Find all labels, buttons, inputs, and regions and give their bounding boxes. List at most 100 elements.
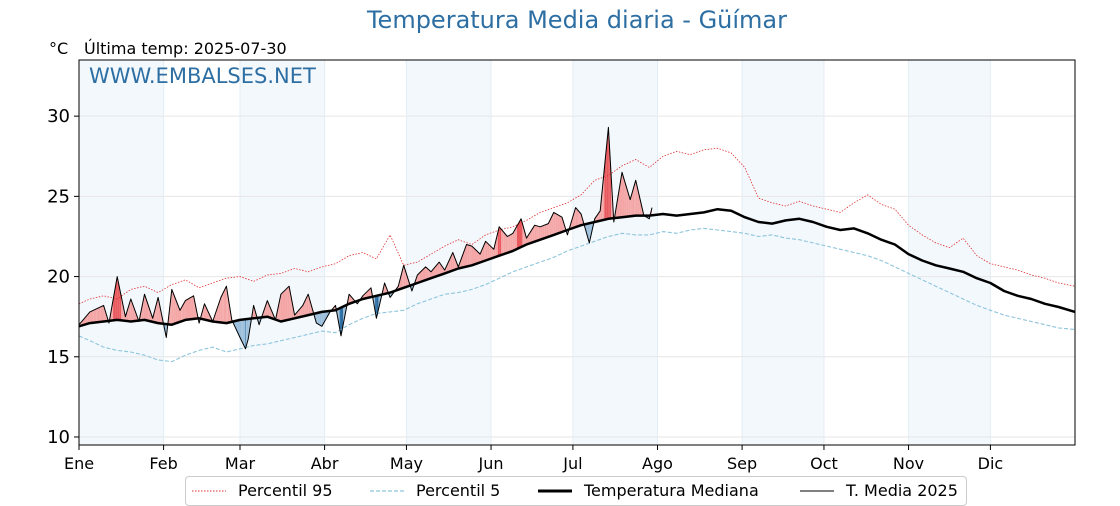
anomaly-fill <box>129 299 131 322</box>
anomaly-fill <box>245 319 247 349</box>
anomaly-fill <box>291 300 294 319</box>
anomaly-fill <box>156 297 159 324</box>
x-tick-label: May <box>390 454 423 473</box>
anomaly-fill <box>501 229 504 255</box>
anomaly-fill <box>559 216 562 233</box>
legend-label: T. Media 2025 <box>846 481 958 500</box>
anomaly-fill <box>269 305 272 319</box>
anomaly-fill <box>491 247 494 259</box>
anomaly-fill <box>306 294 309 316</box>
anomaly-fill <box>551 215 553 236</box>
anomaly-fill <box>423 266 426 281</box>
anomaly-fill <box>555 213 558 235</box>
anomaly-fill <box>609 151 612 219</box>
anomaly-fill <box>552 212 554 236</box>
plot-area: 10 15 20 25 30 Ene Feb Mar Abr May Jun Jul Ago Sep Oct… <box>47 59 1076 473</box>
anomaly-fill <box>222 291 224 323</box>
anomaly-fill <box>224 286 227 324</box>
anomaly-fill <box>546 223 549 238</box>
anomaly-fill <box>624 179 627 217</box>
anomaly-fill <box>317 312 320 325</box>
anomaly-fill <box>223 288 225 323</box>
anomaly-fill <box>521 218 523 248</box>
plot-frame <box>78 59 1076 446</box>
anomaly-fill <box>587 223 590 243</box>
anomaly-fill <box>175 299 178 324</box>
anomaly-fill <box>405 271 408 288</box>
anomaly-fill <box>280 292 283 322</box>
anomaly-fill <box>265 300 268 317</box>
anomaly-fill <box>537 226 539 241</box>
anomaly-fill <box>375 295 377 319</box>
anomaly-fill <box>179 307 182 322</box>
anomaly-fill <box>575 207 577 228</box>
anomaly-fill <box>316 312 318 324</box>
anomaly-fill <box>218 297 221 323</box>
anomaly-fill <box>425 266 427 281</box>
anomaly-fill <box>598 210 601 222</box>
y-tick-label: 25 <box>47 186 70 207</box>
anomaly-fill <box>540 226 543 240</box>
anomaly-fill <box>507 235 509 253</box>
anomaly-fill <box>421 268 424 282</box>
legend: Percentil 95 Percentil 5 Temperatura Med… <box>185 476 967 506</box>
anomaly-fill <box>429 270 432 279</box>
anomaly-fill <box>489 245 492 260</box>
anomaly-fill <box>548 220 550 237</box>
x-tick-label: Nov <box>893 454 924 473</box>
anomaly-fill <box>617 184 620 218</box>
anomaly-fill <box>516 222 520 249</box>
anomaly-fill <box>325 311 328 320</box>
anomaly-fill <box>302 302 305 317</box>
anomaly-fill <box>154 307 156 323</box>
anomaly-fill <box>417 272 420 283</box>
anomaly-fill <box>578 210 580 227</box>
anomaly-fill <box>634 180 636 216</box>
anomaly-fill <box>170 289 172 325</box>
anomaly-fill <box>242 319 245 346</box>
anomaly-fill <box>632 185 635 216</box>
anomaly-fill <box>181 305 183 322</box>
anomaly-fill <box>187 298 190 320</box>
anomaly-fill <box>376 295 379 319</box>
anomaly-fill <box>485 241 488 261</box>
anomaly-fill <box>553 212 556 235</box>
anomaly-fill <box>189 297 192 320</box>
anomaly-fill <box>510 234 512 252</box>
last-temp-label: Última temp: 2025-07-30 <box>84 39 287 58</box>
anomaly-fill <box>84 315 88 325</box>
anomaly-fill <box>93 308 97 323</box>
month-band <box>908 60 991 445</box>
anomaly-fill <box>631 189 633 217</box>
anomaly-fill <box>241 319 243 344</box>
x-tick-label: Oct <box>810 454 838 473</box>
anomaly-fill <box>538 226 541 241</box>
anomaly-fill <box>304 299 306 317</box>
anomaly-fill <box>300 305 303 317</box>
anomaly-fill <box>470 245 472 266</box>
anomaly-fill <box>511 233 513 252</box>
chart-title: Temperatura Media diaria - Güímar <box>366 6 788 34</box>
y-tick-label: 15 <box>47 347 70 368</box>
x-tick-label: Feb <box>149 454 177 473</box>
anomaly-fill <box>148 306 151 322</box>
anomaly-fill <box>639 197 642 216</box>
series-lines <box>78 126 1076 363</box>
anomaly-fill <box>544 224 547 239</box>
x-tick-label: Mar <box>225 454 256 473</box>
month-band <box>79 60 164 445</box>
anomaly-fill <box>440 264 442 275</box>
anomaly-fill <box>246 318 248 344</box>
anomaly-fill <box>338 308 340 329</box>
watermark: WWW.EMBALSES.NET <box>89 64 316 88</box>
anomaly-fill <box>305 297 307 316</box>
anomaly-fill <box>287 286 290 321</box>
anomaly-fill <box>89 310 94 324</box>
legend-label: Temperatura Mediana <box>584 481 759 500</box>
anomaly-fill <box>455 259 457 270</box>
x-tick-label: Ago <box>642 454 673 473</box>
legend-label: Percentil 95 <box>238 481 333 500</box>
anomaly-fill <box>206 308 209 321</box>
anomaly-fill <box>433 266 436 278</box>
anomaly-fill <box>104 309 107 322</box>
